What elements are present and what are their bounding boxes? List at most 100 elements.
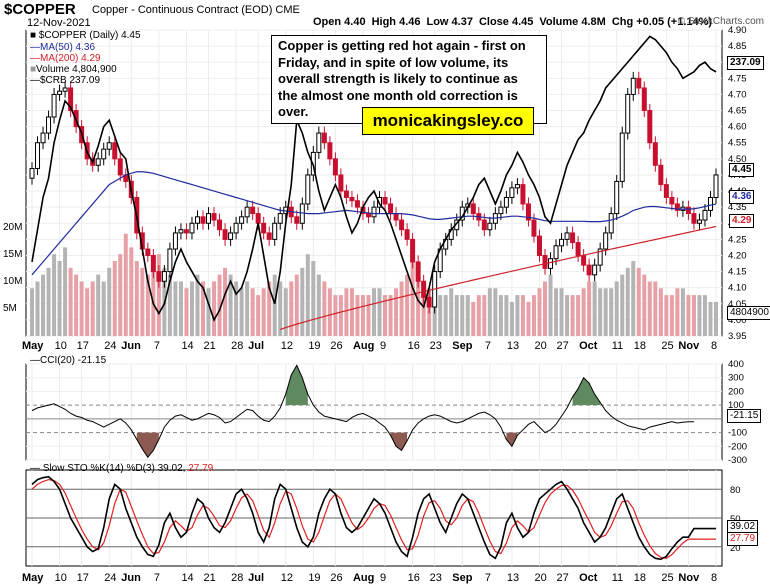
price-x-tick-label: 21: [204, 340, 216, 352]
candle-body: [95, 158, 101, 166]
crb-line: [31, 35, 717, 322]
volume-bar: [360, 295, 365, 336]
sto-d-value-tag: 27.79: [727, 532, 759, 546]
volume-bar: [399, 281, 404, 336]
volume-bar: [338, 295, 343, 336]
volume-bar: [74, 274, 79, 336]
candle-body: [233, 222, 239, 234]
sto-x-tick-label: 7: [485, 572, 491, 584]
price-y-tick-label: 3.95: [728, 331, 747, 342]
sto-x-tick-label: Sep: [452, 572, 472, 584]
volume-bar: [206, 288, 211, 336]
price-x-tick-label: Aug: [353, 340, 374, 352]
candle-body: [597, 248, 603, 266]
candle-body: [112, 142, 118, 160]
volume-bar: [156, 254, 161, 336]
legend-volume-text: Volume 4,804,900: [36, 64, 117, 75]
volume-bar: [476, 295, 481, 336]
stockcharts-credit: © StockCharts.com: [677, 16, 764, 27]
candle-body: [399, 219, 405, 231]
candle-body: [261, 222, 267, 234]
sto-x-tick-label: May: [22, 572, 44, 584]
price-x-tick-label: 25: [661, 340, 673, 352]
volume-bar: [614, 281, 619, 336]
volume-bar: [531, 295, 536, 336]
cci-line: [31, 364, 694, 459]
price-value-tag: 4.45: [729, 163, 755, 177]
legend-ma200: —MA(200) 4.29: [30, 53, 101, 64]
candle-body: [150, 254, 156, 273]
volume-bar: [305, 254, 310, 336]
candle-body: [388, 203, 394, 215]
ma50-value-tag: 4.36: [729, 190, 755, 204]
volume-bar: [112, 261, 117, 336]
volume-bar: [493, 288, 498, 336]
volume-bar: [250, 288, 255, 336]
volume-bar: [432, 295, 437, 336]
ma50-line: [31, 171, 717, 276]
volume-bar: [333, 295, 338, 336]
volume-bar: [123, 233, 128, 336]
volume-y-tick-label: 20M: [3, 222, 22, 233]
candle-body: [250, 206, 256, 215]
legend-sto-d-text: 27.79: [188, 463, 214, 474]
volume-bar: [565, 295, 570, 336]
price-y-tick-label: 4.85: [728, 41, 747, 52]
price-x-tick-label: Sep: [452, 340, 472, 352]
volume-bar: [410, 254, 415, 336]
legend-cci-text: CCI(20) -21.15: [40, 355, 107, 366]
volume-bar: [438, 295, 443, 336]
sto-x-tick-label: 8: [711, 572, 717, 584]
price-x-tick-label: 7: [485, 340, 491, 352]
volume-bar: [41, 274, 46, 336]
cci-oversold-fill: [136, 432, 159, 458]
volume-bar: [195, 274, 200, 336]
cci-y-tick-label: -100: [728, 428, 747, 439]
candle-body: [382, 196, 388, 205]
candle-body: [669, 196, 675, 205]
volume-bar: [454, 295, 459, 336]
volume-bar: [261, 288, 266, 336]
volume-bar: [372, 288, 376, 336]
candle-body: [575, 242, 581, 256]
price-y-tick-label: 4.25: [728, 234, 747, 245]
price-x-tick-label: Oct: [579, 340, 598, 352]
volume-bar: [708, 301, 713, 336]
candle-body: [542, 254, 548, 269]
volume-bar: [598, 288, 603, 336]
price-y-tick-label: 4.65: [728, 106, 747, 117]
volume-bar: [449, 288, 454, 336]
cci-overbought-fill: [572, 377, 601, 406]
volume-bar: [355, 295, 360, 336]
price-y-tick-label: 4.10: [728, 283, 747, 294]
candle-body: [178, 229, 184, 234]
volume-bar: [57, 261, 62, 336]
ma200-value-tag: 4.29: [729, 214, 755, 228]
legend-cci-swatch: —: [30, 355, 40, 366]
sto-x-tick-label: 17: [77, 572, 89, 584]
sto-x-tick-label: 13: [507, 572, 519, 584]
sto-x-tick-label: 20: [534, 572, 546, 584]
price-y-tick-label: 4.05: [728, 299, 747, 310]
cci-y-tick-label: 100: [728, 400, 744, 411]
volume-bar: [256, 295, 261, 336]
legend-sto-swatch: —: [30, 463, 40, 474]
legend-ma200-text: MA(200) 4.29: [40, 53, 101, 64]
volume-bar: [537, 288, 542, 336]
volume-bar: [90, 281, 95, 336]
volume-bar: [327, 288, 332, 336]
volume-bar: [377, 288, 382, 336]
candle-body: [608, 213, 614, 234]
volume-bar: [664, 295, 669, 336]
volume-bar: [443, 295, 448, 336]
crb-value-tag: 237.09: [727, 56, 764, 70]
volume-bar: [576, 295, 581, 336]
legend-crb-swatch: —: [30, 75, 40, 86]
candle-body: [713, 174, 719, 198]
candle-body: [51, 93, 57, 118]
candle-body: [277, 213, 283, 224]
sto-x-tick-label: 16: [408, 572, 420, 584]
candle-body: [194, 216, 200, 224]
volume-bar: [691, 295, 696, 336]
candle-body: [172, 232, 178, 250]
